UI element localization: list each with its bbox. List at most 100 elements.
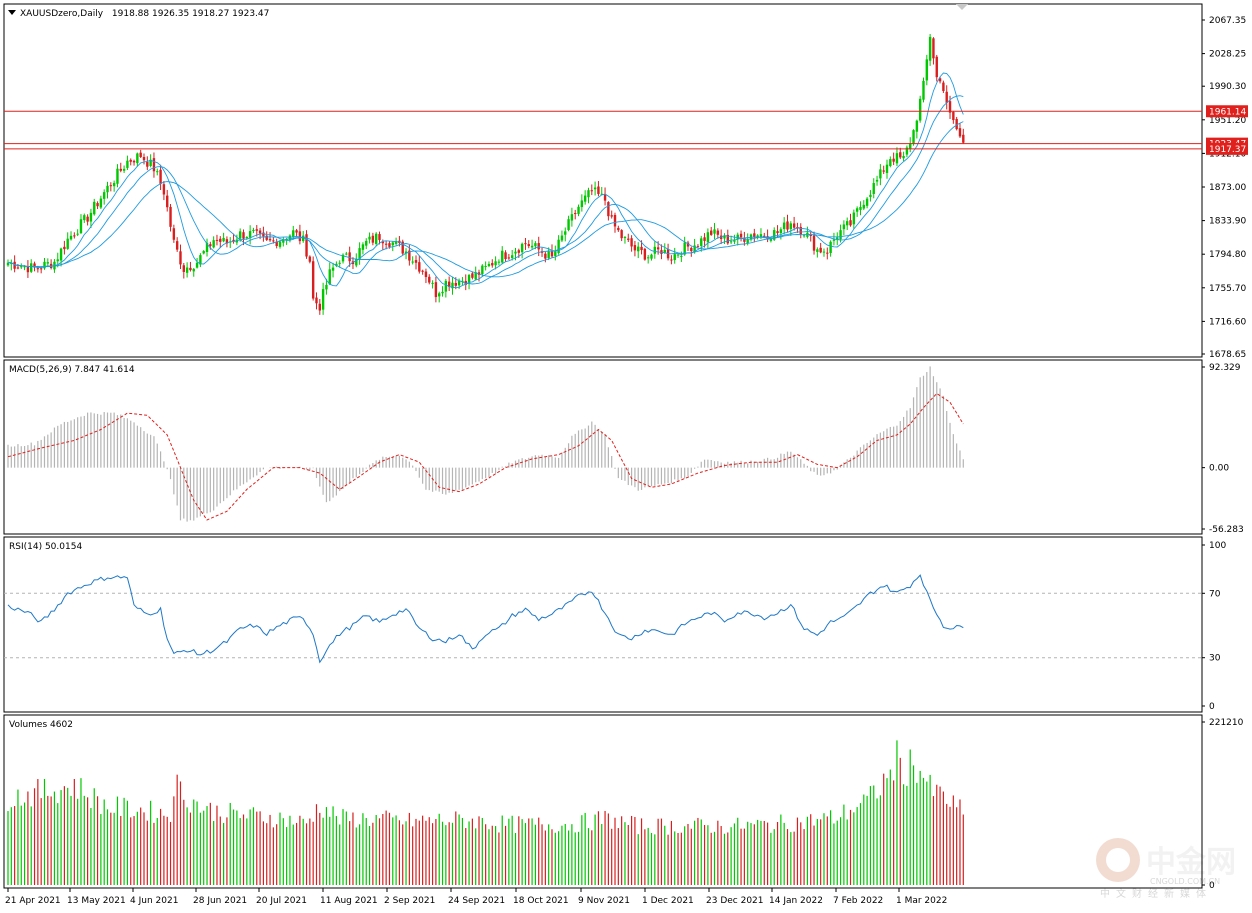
candle-body bbox=[504, 252, 507, 260]
candle-body bbox=[646, 257, 650, 259]
candle-body bbox=[93, 201, 96, 215]
candle-body bbox=[587, 190, 590, 198]
candle-body bbox=[149, 159, 152, 167]
candle-body bbox=[889, 159, 892, 167]
candle-body bbox=[421, 270, 424, 272]
candle-body bbox=[792, 223, 796, 228]
candle-body bbox=[942, 82, 945, 91]
candle-body bbox=[753, 233, 756, 238]
candle-body bbox=[690, 247, 693, 252]
candle-body bbox=[487, 263, 491, 267]
candle-body bbox=[763, 235, 766, 237]
time-tick-label: 14 Jan 2022 bbox=[769, 896, 823, 906]
candle-body bbox=[862, 204, 865, 209]
candle-body bbox=[491, 263, 494, 266]
price-tick-label: 1873.00 bbox=[1209, 183, 1246, 193]
macd-tick-label: 0.00 bbox=[1209, 464, 1229, 474]
candle-body bbox=[122, 168, 126, 171]
watermark-en: CNGOLD.COM.CN bbox=[1150, 877, 1220, 886]
candle-body bbox=[481, 265, 484, 274]
candle-body bbox=[331, 267, 335, 271]
candle-body bbox=[696, 246, 700, 248]
candle-body bbox=[391, 242, 394, 246]
candle-body bbox=[935, 56, 938, 78]
candle-body bbox=[693, 245, 696, 252]
candle-body bbox=[633, 245, 637, 251]
candle-body bbox=[680, 255, 683, 257]
macd-title: MACD(5,26,9) 7.847 41.614 bbox=[9, 365, 135, 375]
candle-body bbox=[467, 275, 471, 284]
candle-body bbox=[43, 261, 46, 269]
candle-body bbox=[564, 231, 567, 235]
macd-axis: 92.329 0.00 -56.283 bbox=[1202, 363, 1244, 535]
candle-body bbox=[713, 229, 716, 234]
rsi-panel[interactable] bbox=[3, 536, 1203, 713]
candle-body bbox=[10, 262, 13, 264]
candle-body bbox=[574, 213, 577, 215]
candle-body bbox=[172, 228, 176, 240]
candle-body bbox=[524, 243, 527, 245]
candle-body bbox=[355, 258, 358, 266]
candle-body bbox=[759, 234, 763, 237]
candle-body bbox=[242, 232, 245, 239]
candle-body bbox=[776, 231, 779, 234]
volumes-panel[interactable] bbox=[3, 714, 1203, 889]
rsi-tick-label: 70 bbox=[1209, 589, 1221, 599]
candle-body bbox=[16, 267, 20, 269]
candle-body bbox=[955, 118, 958, 130]
candle-body bbox=[607, 202, 610, 217]
candle-body bbox=[909, 143, 912, 149]
candle-body bbox=[673, 254, 676, 261]
chart-shift-marker[interactable] bbox=[956, 4, 968, 10]
candle-body bbox=[142, 157, 146, 161]
candle-body bbox=[328, 269, 331, 285]
candle-body bbox=[175, 241, 179, 250]
candle-body bbox=[945, 91, 948, 103]
candle-body bbox=[836, 237, 839, 240]
candle-body bbox=[46, 262, 50, 264]
candle-body bbox=[116, 168, 119, 184]
candle-body bbox=[580, 200, 584, 208]
rsi-title: RSI(14) 50.0154 bbox=[9, 542, 82, 552]
price-tick-label: 1951.20 bbox=[1209, 116, 1246, 126]
candle-body bbox=[703, 237, 706, 241]
rsi-tick-label: 100 bbox=[1209, 541, 1226, 551]
candle-body bbox=[938, 78, 942, 82]
macd-panel[interactable] bbox=[3, 359, 1203, 535]
candle-body bbox=[583, 195, 587, 202]
candle-body bbox=[789, 223, 793, 230]
candle-body bbox=[849, 220, 852, 226]
candle-body bbox=[272, 240, 275, 242]
candle-body bbox=[627, 238, 630, 240]
candle-body bbox=[401, 241, 404, 254]
price-panel[interactable] bbox=[3, 3, 1203, 358]
candle-body bbox=[663, 249, 666, 253]
candle-body bbox=[79, 219, 83, 234]
candle-body bbox=[102, 192, 106, 199]
candle-body bbox=[710, 230, 713, 235]
candle-body bbox=[321, 289, 325, 310]
candle-body bbox=[809, 234, 812, 237]
candle-body bbox=[63, 246, 66, 250]
candle-body bbox=[514, 251, 517, 254]
chart-menu-arrow-icon[interactable] bbox=[8, 10, 16, 15]
candle-body bbox=[219, 238, 222, 242]
candle-body bbox=[268, 238, 272, 241]
candle-body bbox=[189, 267, 192, 271]
price-level-label: 1917.37 bbox=[1209, 145, 1246, 155]
volume-tick-label: 0 bbox=[1209, 881, 1215, 891]
candle-body bbox=[932, 38, 935, 59]
candle-body bbox=[56, 259, 59, 262]
candle-body bbox=[39, 268, 43, 270]
candle-body bbox=[743, 237, 746, 242]
candle-body bbox=[846, 221, 849, 226]
candle-body bbox=[885, 164, 889, 173]
price-tick-label: 2028.25 bbox=[1209, 50, 1246, 60]
candle-body bbox=[441, 291, 444, 294]
candle-body bbox=[338, 262, 341, 264]
candle-body bbox=[905, 147, 909, 155]
candle-body bbox=[637, 246, 640, 252]
time-tick-label: 20 Jul 2021 bbox=[256, 896, 307, 906]
candle-body bbox=[653, 246, 657, 254]
